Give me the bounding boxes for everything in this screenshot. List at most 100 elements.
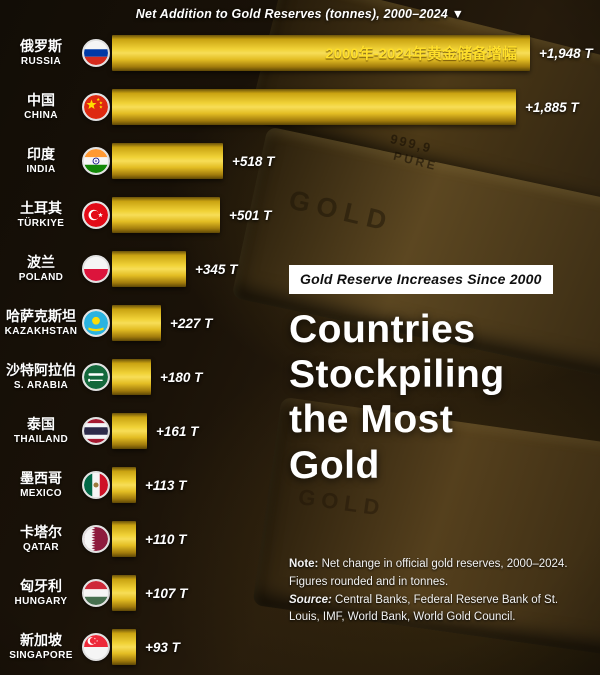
source-label: Source:	[289, 593, 332, 606]
country-name-en: RUSSIA	[20, 56, 62, 68]
country-name-zh: 泰国	[27, 415, 55, 432]
country-label: 卡塔尔 QATAR	[0, 523, 112, 554]
value-label: +1,885 T	[525, 99, 579, 115]
country-name-en: CHINA	[24, 110, 58, 122]
country-label: 土耳其 TÜRKIYE	[0, 199, 112, 230]
country-name-en: INDIA	[26, 164, 56, 176]
flag-qatar-icon	[82, 524, 110, 553]
footnote: Note: Net change in official gold reserv…	[289, 556, 587, 627]
value-label: +93 T	[145, 639, 180, 655]
chart-row-india: 印度 INDIA +518 T	[0, 134, 600, 188]
flag-singapore-icon	[82, 632, 110, 661]
gold-bar	[112, 359, 151, 395]
country-names: 墨西哥 MEXICO	[0, 469, 82, 500]
country-name-en: MEXICO	[20, 488, 62, 500]
country-name-zh: 沙特阿拉伯	[6, 361, 76, 378]
country-label: 中国 CHINA	[0, 91, 112, 122]
subtitle-badge: Gold Reserve Increases Since 2000	[289, 265, 553, 294]
country-names: 印度 INDIA	[0, 145, 82, 176]
value-label: +227 T	[170, 315, 213, 331]
country-name-en: TÜRKIYE	[17, 218, 65, 230]
value-label: +110 T	[145, 531, 187, 547]
gold-bar	[112, 629, 136, 665]
gold-bar	[112, 305, 161, 341]
value-label: +518 T	[232, 153, 275, 169]
country-label: 泰国 THAILAND	[0, 415, 112, 446]
right-panel: Gold Reserve Increases Since 2000 Countr…	[289, 265, 591, 488]
gold-bar	[112, 89, 516, 125]
country-name-zh: 波兰	[27, 253, 55, 270]
gold-bar	[112, 521, 136, 557]
flag-china-icon	[82, 92, 110, 121]
country-name-en: HUNGARY	[14, 596, 68, 608]
country-names: 新加坡 SINGAPORE	[0, 631, 82, 662]
bar-annotation: 2000年-2024年黄金储备增幅	[325, 45, 517, 63]
heading-line: the Most	[289, 398, 454, 442]
country-label: 新加坡 SINGAPORE	[0, 631, 112, 662]
country-name-zh: 新加坡	[20, 631, 62, 648]
country-names: 波兰 POLAND	[0, 253, 82, 284]
country-names: 土耳其 TÜRKIYE	[0, 199, 82, 230]
flag-mexico-icon	[82, 470, 110, 499]
flag-turkiye-icon	[82, 200, 110, 229]
country-label: 俄罗斯 RUSSIA	[0, 38, 112, 68]
country-names: 匈牙利 HUNGARY	[0, 577, 82, 608]
gold-bar	[112, 251, 186, 287]
heading-line: Gold	[289, 443, 380, 487]
country-name-zh: 卡塔尔	[20, 523, 62, 540]
country-names: 中国 CHINA	[0, 91, 82, 122]
heading-line: Countries	[289, 308, 476, 351]
flag-kazakhstan-icon	[82, 308, 110, 337]
country-label: 波兰 POLAND	[0, 253, 112, 284]
country-label: 哈萨克斯坦 KAZAKHSTAN	[0, 307, 112, 338]
gold-bar: 2000年-2024年黄金储备增幅	[112, 35, 530, 71]
country-name-zh: 匈牙利	[20, 577, 62, 594]
chart-title: Net Addition to Gold Reserves (tonnes), …	[135, 7, 465, 21]
country-name-en: THAILAND	[13, 434, 69, 446]
country-label: 匈牙利 HUNGARY	[0, 577, 112, 608]
country-names: 泰国 THAILAND	[0, 415, 82, 446]
country-names: 沙特阿拉伯 S. ARABIA	[0, 361, 82, 392]
country-name-zh: 墨西哥	[20, 469, 62, 486]
country-label: 沙特阿拉伯 S. ARABIA	[0, 361, 112, 392]
note-label: Note:	[289, 558, 319, 570]
country-name-en: S. ARABIA	[13, 380, 69, 392]
chart-row-china: 中国 CHINA +1,885 T	[0, 80, 600, 134]
country-name-zh: 哈萨克斯坦	[6, 307, 76, 324]
chart-row-singapore: 新加坡 SINGAPORE +93 T	[0, 620, 600, 674]
chart-row-turkiye: 土耳其 TÜRKIYE +501 T	[0, 188, 600, 242]
country-name-en: QATAR	[22, 542, 60, 554]
flag-thailand-icon	[82, 416, 110, 445]
note-text: Net change in official gold reserves, 20…	[289, 558, 568, 588]
gold-bar	[112, 467, 136, 503]
value-label: +1,948 T	[539, 45, 593, 61]
country-name-en: SINGAPORE	[9, 650, 73, 662]
heading-line: Stockpiling	[289, 353, 505, 397]
gold-bar	[112, 575, 136, 611]
country-label: 印度 INDIA	[0, 145, 112, 176]
country-names: 卡塔尔 QATAR	[0, 523, 82, 554]
country-name-zh: 印度	[27, 145, 55, 162]
country-names: 俄罗斯 RUSSIA	[0, 38, 82, 68]
value-label: +345 T	[195, 261, 238, 277]
value-label: +113 T	[145, 477, 187, 493]
chart-row-russia: 俄罗斯 RUSSIA 2000年-2024年黄金储备增幅 +1,948 T	[0, 26, 600, 80]
country-name-en: POLAND	[18, 272, 64, 284]
flag-india-icon	[82, 146, 110, 175]
flag-saudi-icon	[82, 362, 110, 391]
value-label: +180 T	[160, 369, 203, 385]
gold-bar	[112, 413, 147, 449]
country-label: 墨西哥 MEXICO	[0, 469, 112, 500]
value-label: +501 T	[229, 207, 272, 223]
country-name-en: KAZAKHSTAN	[4, 326, 78, 338]
flag-russia-icon	[82, 38, 110, 67]
country-names: 哈萨克斯坦 KAZAKHSTAN	[0, 307, 82, 338]
main-heading: Countries Stockpiling the Most Gold	[289, 307, 591, 488]
value-label: +161 T	[156, 423, 199, 439]
gold-bar	[112, 197, 220, 233]
country-name-zh: 中国	[27, 91, 55, 108]
gold-bar	[112, 143, 223, 179]
country-name-zh: 土耳其	[20, 199, 62, 216]
flag-poland-icon	[82, 254, 110, 283]
